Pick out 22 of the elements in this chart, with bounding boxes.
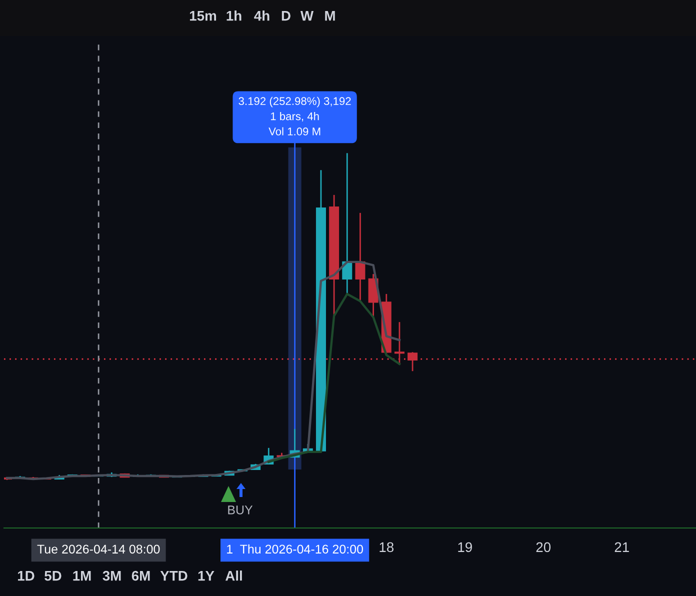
text: 15m (190, 11, 216, 21)
text: 1Y (198, 571, 214, 581)
text: 1h (226, 10, 242, 21)
text: BUY (228, 506, 253, 514)
ref-line-label: Tue 2026-04-14 08:00 (37, 544, 160, 554)
text: 6M (132, 570, 150, 581)
x-tick-label: 19 (458, 542, 472, 552)
x-tick-label: 20 (536, 542, 551, 552)
ref-line-label: 1 Thu 2026-04-16 20:00 (227, 544, 364, 554)
text: W (300, 11, 314, 21)
text: 4h (254, 10, 270, 21)
band-label: 3.192 (252.98%) 3,192 1 bars, 4h Vol 1.09 M (238, 96, 351, 136)
text: All (225, 570, 242, 581)
text: M (325, 11, 335, 21)
text: 3M (102, 570, 121, 581)
x-tick-label: 18 (380, 542, 394, 552)
text: 1D (18, 571, 34, 581)
text: 1M (73, 571, 91, 581)
text: 5D (44, 571, 62, 581)
x-tick-label: 21 (614, 542, 629, 552)
text: D (282, 11, 290, 21)
text: YTD (160, 571, 188, 581)
